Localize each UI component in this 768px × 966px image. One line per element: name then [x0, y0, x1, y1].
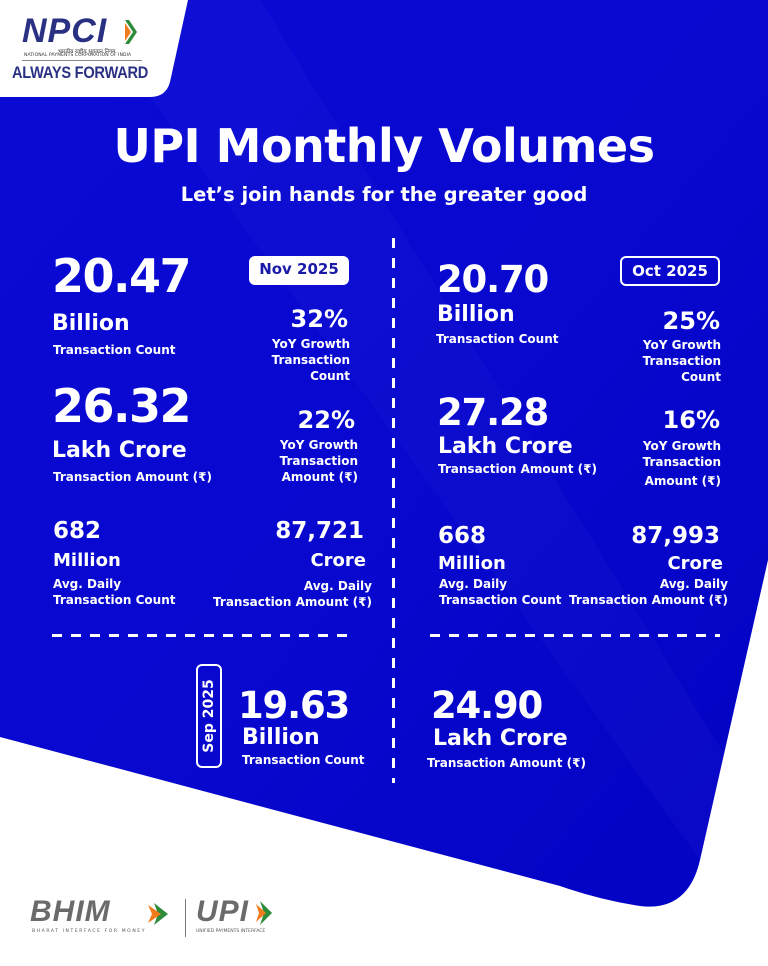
- sep-amount-caption: Transaction Amount (₹): [427, 756, 586, 770]
- npci-hindi-name: भारतीय राष्ट्रीय भुगतान निगम: [58, 49, 116, 55]
- caption-line: Transaction Amount (₹): [569, 593, 728, 607]
- npci-tagline: ALWAYS FORWARD: [12, 63, 149, 82]
- bhim-tagline: BHARAT INTERFACE FOR MONEY: [32, 929, 147, 934]
- npci-arrow-icon: [125, 20, 137, 44]
- bhim-logo: BHIM: [30, 895, 111, 928]
- caption-line: Avg. Daily: [303, 579, 372, 593]
- oct-avg-amount-unit: Crore: [667, 553, 723, 574]
- nov-count-caption: Transaction Count: [53, 343, 176, 357]
- caption-line: Transaction Count: [439, 593, 562, 607]
- caption-line: YoY Growth: [271, 337, 350, 351]
- nov-count-value: 20.47: [52, 249, 192, 303]
- caption-line: YoY Growth: [279, 438, 358, 452]
- logo-card-shape: [0, 0, 188, 97]
- caption-line: Avg. Daily: [659, 577, 728, 591]
- nov-avg-amount-unit: Crore: [310, 550, 366, 571]
- oct-amount-unit: Lakh Crore: [438, 434, 573, 459]
- caption-line: Transaction: [279, 454, 358, 468]
- logo-separator: [185, 899, 186, 937]
- oct-avg-amount-caption: Avg. Daily Transaction Amount (₹): [569, 576, 728, 608]
- oct-avg-amount-value: 87,993: [631, 523, 720, 549]
- footer-logos: BHIM BHARAT INTERFACE FOR MONEY UPI UNIF…: [30, 895, 310, 945]
- nov-count-yoy-caption: YoY Growth Transaction Count: [272, 336, 350, 384]
- sep-count-unit: Billion: [242, 725, 320, 750]
- nov-amount-caption: Transaction Amount (₹): [53, 470, 212, 484]
- caption-line: Transaction Amount (₹): [213, 595, 372, 609]
- oct-amount-caption: Transaction Amount (₹): [438, 462, 597, 476]
- horizontal-divider-right: [430, 634, 720, 637]
- npci-divider: [22, 60, 142, 61]
- sep-count-caption: Transaction Count: [242, 753, 365, 767]
- nov-avg-amount-caption: Avg. Daily Transaction Amount (₹): [213, 578, 372, 610]
- caption-line: Transaction: [642, 354, 721, 368]
- caption-line: Amount (₹): [644, 474, 721, 488]
- caption-line: Count: [681, 370, 721, 384]
- oct-count-caption: Transaction Count: [436, 332, 559, 346]
- caption-line: Transaction: [642, 455, 721, 469]
- sep-amount-unit: Lakh Crore: [433, 726, 568, 751]
- nov-count-unit: Billion: [52, 311, 130, 336]
- caption-line: Transaction Count: [53, 593, 176, 607]
- horizontal-divider-left: [52, 634, 352, 637]
- oct-avg-count-caption: Avg. Daily Transaction Count: [439, 576, 561, 608]
- npci-wordmark: NPCI: [22, 12, 108, 50]
- oct-count-value: 20.70: [437, 258, 549, 301]
- oct-amount-value: 27.28: [437, 391, 549, 434]
- oct-2025-badge: Oct 2025: [620, 256, 720, 286]
- nov-avg-amount-value: 87,721: [275, 518, 364, 544]
- oct-count-unit: Billion: [437, 302, 515, 327]
- oct-count-yoy-caption: YoY Growth Transaction Count: [643, 337, 721, 385]
- sep-2025-badge-label: Sep 2025: [201, 679, 217, 753]
- page-title: UPI Monthly Volumes: [113, 119, 655, 173]
- bhim-arrow-icon: [148, 903, 168, 925]
- nov-amount-value: 26.32: [52, 379, 192, 433]
- oct-avg-count-value: 668: [438, 523, 487, 549]
- nov-2025-badge: Nov 2025: [249, 256, 349, 285]
- npci-full-name: NATIONAL PAYMENTS CORPORATION OF INDIA: [24, 53, 132, 58]
- oct-count-yoy: 25%: [662, 307, 720, 335]
- caption-line: YoY Growth: [642, 439, 721, 453]
- nov-avg-count-caption: Avg. Daily Transaction Count: [53, 576, 175, 608]
- caption-line: Transaction: [271, 353, 350, 367]
- upi-tagline: UNIFIED PAYMENTS INTERFACE: [196, 929, 266, 934]
- caption-line: YoY Growth: [642, 338, 721, 352]
- sep-2025-badge: Sep 2025: [196, 664, 222, 768]
- caption-line: Amount (₹): [281, 470, 358, 484]
- nov-amount-unit: Lakh Crore: [52, 438, 187, 463]
- sep-amount-value: 24.90: [431, 684, 543, 727]
- oct-amount-yoy: 16%: [662, 406, 720, 434]
- page-subtitle: Let’s join hands for the greater good: [180, 183, 588, 206]
- nov-avg-count-unit: Million: [53, 550, 121, 571]
- nov-count-yoy: 32%: [290, 305, 348, 333]
- upi-logo: UPI: [196, 895, 250, 928]
- nov-amount-yoy: 22%: [297, 406, 355, 434]
- oct-avg-count-unit: Million: [438, 553, 506, 574]
- oct-amount-yoy-caption: YoY Growth Transaction Amount (₹): [643, 438, 721, 489]
- caption-line: Avg. Daily: [439, 577, 508, 591]
- caption-line: Count: [310, 369, 350, 383]
- upi-arrow-icon: [256, 901, 272, 925]
- caption-line: Avg. Daily: [53, 577, 122, 591]
- nov-amount-yoy-caption: YoY Growth Transaction Amount (₹): [280, 437, 358, 485]
- npci-logo-card: NPCI भारतीय राष्ट्रीय भुगतान निगम NATION…: [0, 0, 190, 97]
- sep-count-value: 19.63: [238, 684, 350, 727]
- nov-avg-count-value: 682: [53, 518, 102, 544]
- vertical-divider: [392, 238, 395, 783]
